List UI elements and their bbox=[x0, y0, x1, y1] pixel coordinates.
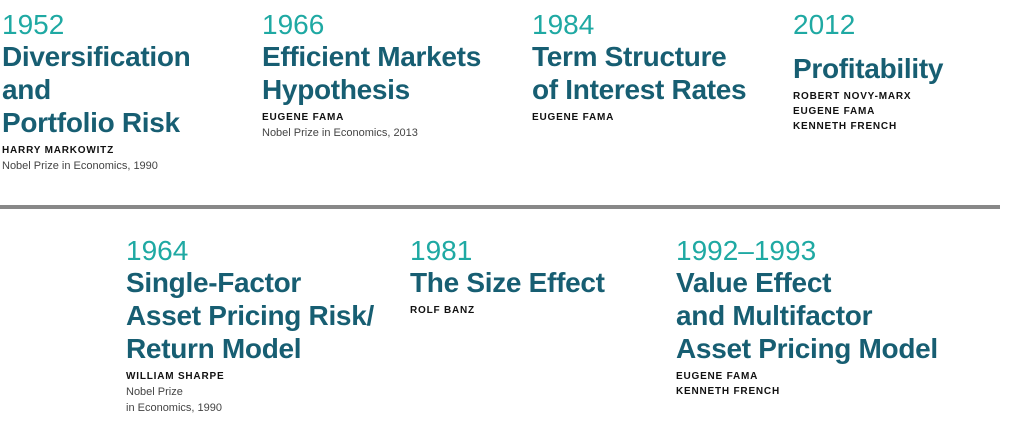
title-line: The Size Effect bbox=[410, 267, 605, 298]
year: 1966 bbox=[262, 9, 325, 40]
names: HARRY MARKOWITZ bbox=[2, 143, 190, 158]
award-note: in Economics, 1990 bbox=[126, 402, 222, 414]
person-name: EUGENE FAMA bbox=[793, 106, 876, 117]
award-note: Nobel Prize in Economics, 1990 bbox=[2, 160, 158, 172]
title: Term Structure of Interest Rates bbox=[532, 40, 747, 106]
title-line: and Multifactor bbox=[676, 300, 873, 331]
title-line: Term Structure bbox=[532, 41, 727, 72]
person-name: WILLIAM SHARPE bbox=[126, 371, 225, 382]
year: 1981 bbox=[410, 235, 473, 266]
names: EUGENE FAMA bbox=[262, 110, 481, 125]
title: Efficient Markets Hypothesis bbox=[262, 40, 481, 106]
title-line: Profitability bbox=[793, 53, 944, 84]
title: Profitability bbox=[793, 52, 943, 85]
award-note: Nobel Prize in Economics, 2013 bbox=[262, 127, 418, 139]
year: 1964 bbox=[126, 235, 189, 266]
names: ROLF BANZ bbox=[410, 303, 605, 318]
year: 1952 bbox=[2, 9, 65, 40]
title-line: of Interest Rates bbox=[532, 74, 747, 105]
timeline-item: 1966 Efficient Markets Hypothesis EUGENE FA… bbox=[262, 10, 481, 141]
title-line: Asset Pricing Risk/ bbox=[126, 300, 374, 331]
title-line: Single-Factor bbox=[126, 267, 302, 298]
award-note: Nobel Prize bbox=[126, 386, 183, 398]
title-line: Return Model bbox=[126, 333, 302, 364]
names: ROBERT NOVY-MARX EUGENE FAMA KENNETH FRENC… bbox=[793, 89, 943, 134]
timeline-item: 1964 Single-Factor Asset Pricing Risk/Retu… bbox=[126, 236, 374, 416]
title: Single-Factor Asset Pricing Risk/Return M… bbox=[126, 266, 374, 365]
title-line: Asset Pricing Model bbox=[676, 333, 938, 364]
year: 2012 bbox=[793, 9, 856, 40]
timeline-item: 1981 The Size Effect ROLF BANZ bbox=[410, 236, 605, 318]
title-line: Efficient Markets bbox=[262, 41, 481, 72]
timeline-divider bbox=[0, 205, 1000, 209]
timeline-item: 1992–1993 Value Effect and Multifactor Asse… bbox=[676, 236, 938, 399]
title-line: Value Effect bbox=[676, 267, 832, 298]
person-name: EUGENE FAMA bbox=[532, 112, 615, 123]
names: EUGENE FAMA KENNETH FRENCH bbox=[676, 369, 938, 399]
person-name: HARRY MARKOWITZ bbox=[2, 145, 114, 156]
title: Diversification and Portfolio Risk bbox=[2, 40, 191, 139]
title-line: Diversification bbox=[2, 41, 191, 72]
year: 1984 bbox=[532, 9, 595, 40]
timeline-item: 1952 Diversification and Portfolio Risk HARR… bbox=[2, 9, 191, 174]
year: 1992–1993 bbox=[676, 235, 817, 266]
person-name: KENNETH FRENCH bbox=[676, 386, 780, 397]
title-line: and bbox=[2, 74, 51, 105]
timeline-item: 1984 Term Structure of Interest Rates EUGEN… bbox=[532, 9, 747, 125]
person-name: EUGENE FAMA bbox=[676, 371, 759, 382]
person-name: EUGENE FAMA bbox=[262, 112, 345, 123]
title-line: Portfolio Risk bbox=[2, 107, 180, 138]
names: EUGENE FAMA bbox=[532, 110, 746, 125]
names: WILLIAM SHARPE bbox=[126, 369, 374, 384]
title-line: Hypothesis bbox=[262, 74, 410, 105]
person-name: KENNETH FRENCH bbox=[793, 121, 897, 132]
timeline-item: 2012 Profitability ROBERT NOVY-MARX EUGENE … bbox=[793, 10, 943, 134]
person-name: ROLF BANZ bbox=[410, 305, 475, 316]
title: Value Effect and Multifactor Asset Pricing… bbox=[676, 266, 938, 365]
title: The Size Effect bbox=[410, 266, 605, 299]
person-name: ROBERT NOVY-MARX bbox=[793, 91, 912, 102]
